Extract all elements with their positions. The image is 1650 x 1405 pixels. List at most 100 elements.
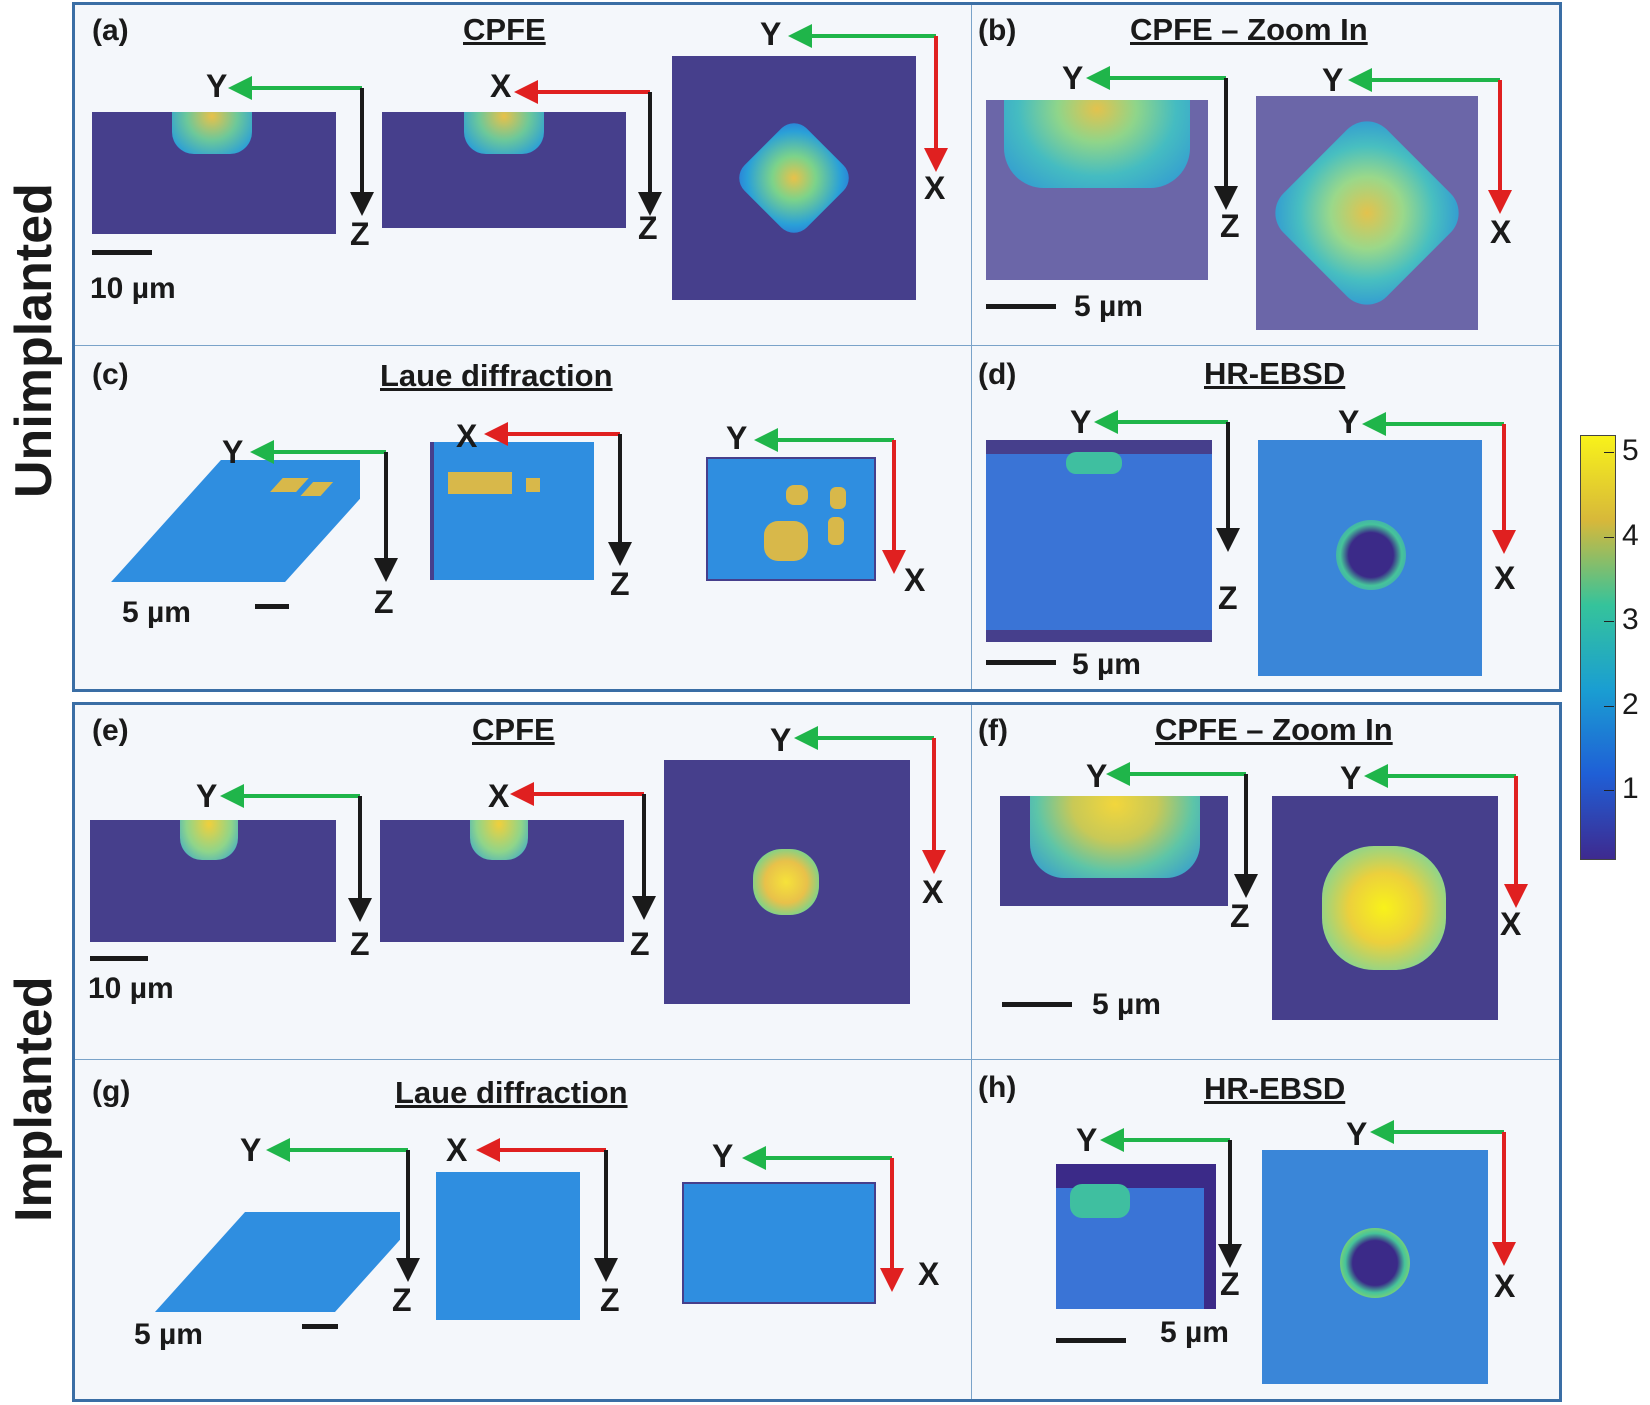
axis-x-label: X (490, 68, 512, 104)
panel-title-a: CPFE (463, 12, 546, 47)
axis-y-label: Y (712, 1138, 734, 1174)
axis-z-label: Z (638, 210, 658, 246)
axis-y-label: Y (240, 1132, 262, 1168)
panel-title-b: CPFE – Zoom In (1130, 12, 1368, 47)
panel-title-d: HR-EBSD (1204, 356, 1346, 391)
colorbar-tick-label: 2 (1622, 687, 1639, 721)
panel-label-d: (d) (978, 358, 1017, 391)
colorbar-tick-mark (1604, 705, 1614, 707)
panel-label-c: (c) (92, 358, 129, 391)
panel-title-h: HR-EBSD (1204, 1071, 1346, 1106)
axis-y-label: Y (1086, 758, 1108, 794)
cpfe-map-xz (382, 112, 626, 228)
scale-bar (986, 304, 1056, 309)
scale-bar (92, 250, 152, 255)
colorbar-tick-mark (1604, 621, 1614, 623)
axis-y-label: Y (1338, 404, 1360, 440)
hrebsd-map-xy (1258, 440, 1482, 676)
axis-x-label: X (456, 418, 478, 454)
axis-x-label: X (1500, 906, 1522, 942)
axis-y-label: Y (1062, 60, 1084, 96)
axis-z-label: Z (374, 584, 394, 620)
panel-title-f: CPFE – Zoom In (1155, 712, 1393, 747)
scale-label: 5 µm (1160, 1316, 1229, 1349)
colorbar-tick-mark (1604, 790, 1614, 792)
axis-y-label: Y (1322, 62, 1344, 98)
colorbar-tick-label: 5 (1622, 433, 1639, 467)
axis-y-label: Y (760, 16, 782, 52)
panel-label-a: (a) (92, 14, 129, 47)
axis-x-label: X (1494, 560, 1516, 596)
axis-x-label: X (1490, 214, 1512, 250)
divider-horizontal (75, 345, 1559, 346)
colorbar-tick-mark (1604, 451, 1614, 453)
cpfe-map-xy (664, 760, 910, 1004)
axis-x-label: X (1494, 1268, 1516, 1304)
axis-z-label: Z (1220, 1266, 1240, 1302)
panel-label-b: (b) (978, 14, 1017, 47)
cpfe-map-yz (90, 820, 336, 942)
scale-label: 10 µm (90, 272, 176, 305)
axis-y-label: Y (196, 778, 218, 814)
axis-z-label: Z (350, 216, 370, 252)
axis-z-label: Z (1230, 898, 1250, 934)
cpfe-zoom-map-yz (1000, 796, 1228, 906)
laue-map-xz (430, 442, 594, 580)
scale-label: 5 µm (122, 596, 191, 629)
axis-y-label: Y (222, 434, 244, 470)
axis-z-label: Z (610, 566, 630, 602)
hrebsd-map-yz (986, 440, 1212, 642)
cpfe-zoom-map-xy (1256, 96, 1478, 330)
axis-z-label: Z (350, 926, 370, 962)
axis-y-label: Y (206, 68, 228, 104)
laue-map-xy (706, 457, 876, 581)
scale-label: 10 µm (88, 972, 174, 1005)
cpfe-map-xz (380, 820, 624, 942)
scale-bar (1002, 1002, 1072, 1007)
laue-map-xy (682, 1182, 876, 1304)
panel-title-e: CPFE (472, 712, 555, 747)
axis-y-label: Y (1346, 1116, 1368, 1152)
divider-vertical (971, 5, 972, 689)
axis-x-label: X (446, 1132, 468, 1168)
colorbar (1580, 435, 1616, 860)
scale-label: 5 µm (134, 1318, 203, 1351)
axis-y-label: Y (1070, 404, 1092, 440)
scale-bar (255, 604, 289, 609)
axis-z-label: Z (1218, 580, 1238, 616)
scale-bar (90, 956, 148, 961)
axis-z-label: Z (1220, 208, 1240, 244)
panel-label-g: (g) (92, 1075, 131, 1108)
axis-z-label: Z (600, 1282, 620, 1318)
axis-y-label: Y (1340, 760, 1362, 796)
axis-x-label: X (922, 874, 944, 910)
axis-y-label: Y (1076, 1122, 1098, 1158)
panel-label-h: (h) (978, 1071, 1017, 1104)
panel-label-e: (e) (92, 714, 129, 747)
cpfe-map-xy (672, 56, 916, 300)
axis-x-label: X (904, 562, 926, 598)
scale-bar (986, 660, 1056, 665)
panel-title-c: Laue diffraction (380, 358, 613, 393)
divider-vertical (971, 705, 972, 1399)
panel-label-f: (f) (978, 714, 1008, 747)
axis-x-label: X (924, 170, 946, 206)
hrebsd-map-xy (1262, 1150, 1488, 1384)
hrebsd-map-yz (1056, 1164, 1216, 1309)
cpfe-zoom-map-yz (986, 100, 1208, 280)
axis-x-label: X (918, 1256, 940, 1292)
panel-title-g: Laue diffraction (395, 1075, 628, 1110)
laue-map-xz (436, 1172, 580, 1320)
axis-z-label: Z (630, 926, 650, 962)
colorbar-tick-label: 1 (1622, 772, 1639, 806)
cpfe-map-yz (92, 112, 336, 234)
axis-y-label: Y (770, 722, 792, 758)
colorbar-tick-label: 3 (1622, 603, 1639, 637)
axis-z-label: Z (392, 1282, 412, 1318)
scale-bar (302, 1324, 338, 1329)
scale-label: 5 µm (1074, 290, 1143, 323)
cpfe-zoom-map-xy (1272, 796, 1498, 1020)
scale-label: 5 µm (1072, 648, 1141, 681)
axis-x-label: X (488, 778, 510, 814)
